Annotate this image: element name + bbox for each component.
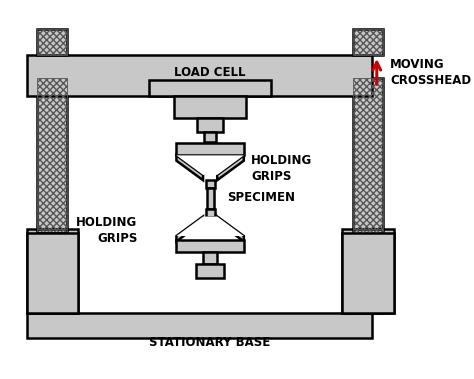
Polygon shape bbox=[176, 216, 203, 241]
Bar bbox=[37, 28, 67, 55]
Polygon shape bbox=[176, 216, 244, 236]
Text: STATIONARY BASE: STATIONARY BASE bbox=[149, 336, 271, 349]
Bar bbox=[206, 208, 215, 216]
Bar bbox=[37, 229, 67, 313]
Bar bbox=[342, 229, 393, 313]
Text: LOAD CELL: LOAD CELL bbox=[174, 66, 246, 78]
Bar bbox=[37, 78, 67, 229]
Bar bbox=[353, 28, 383, 55]
Polygon shape bbox=[217, 216, 244, 241]
Bar bbox=[27, 55, 373, 96]
Bar bbox=[37, 229, 67, 313]
Bar bbox=[176, 240, 244, 252]
Polygon shape bbox=[176, 155, 203, 180]
Text: HOLDING
GRIPS: HOLDING GRIPS bbox=[76, 216, 137, 245]
Bar bbox=[353, 78, 383, 229]
Bar bbox=[37, 233, 67, 313]
Polygon shape bbox=[217, 155, 244, 180]
Polygon shape bbox=[176, 155, 244, 175]
Bar bbox=[342, 233, 393, 313]
Bar bbox=[353, 28, 383, 55]
Bar bbox=[353, 229, 383, 313]
Bar bbox=[204, 132, 216, 142]
Bar bbox=[196, 265, 224, 278]
Bar bbox=[207, 188, 214, 208]
Bar bbox=[197, 118, 223, 132]
Text: HOLDING
GRIPS: HOLDING GRIPS bbox=[251, 154, 312, 183]
Bar bbox=[203, 252, 217, 265]
Text: SPECIMEN: SPECIMEN bbox=[227, 191, 295, 204]
Bar bbox=[27, 229, 78, 313]
Bar bbox=[27, 313, 373, 338]
Bar bbox=[176, 143, 244, 155]
Bar bbox=[353, 78, 383, 229]
Bar bbox=[353, 229, 383, 313]
Bar bbox=[27, 233, 78, 313]
Bar bbox=[37, 78, 67, 229]
Bar bbox=[37, 28, 67, 55]
Bar bbox=[206, 180, 215, 188]
Bar bbox=[174, 96, 246, 118]
Text: MOVING
CROSSHEAD: MOVING CROSSHEAD bbox=[390, 58, 471, 86]
Bar bbox=[149, 80, 271, 96]
